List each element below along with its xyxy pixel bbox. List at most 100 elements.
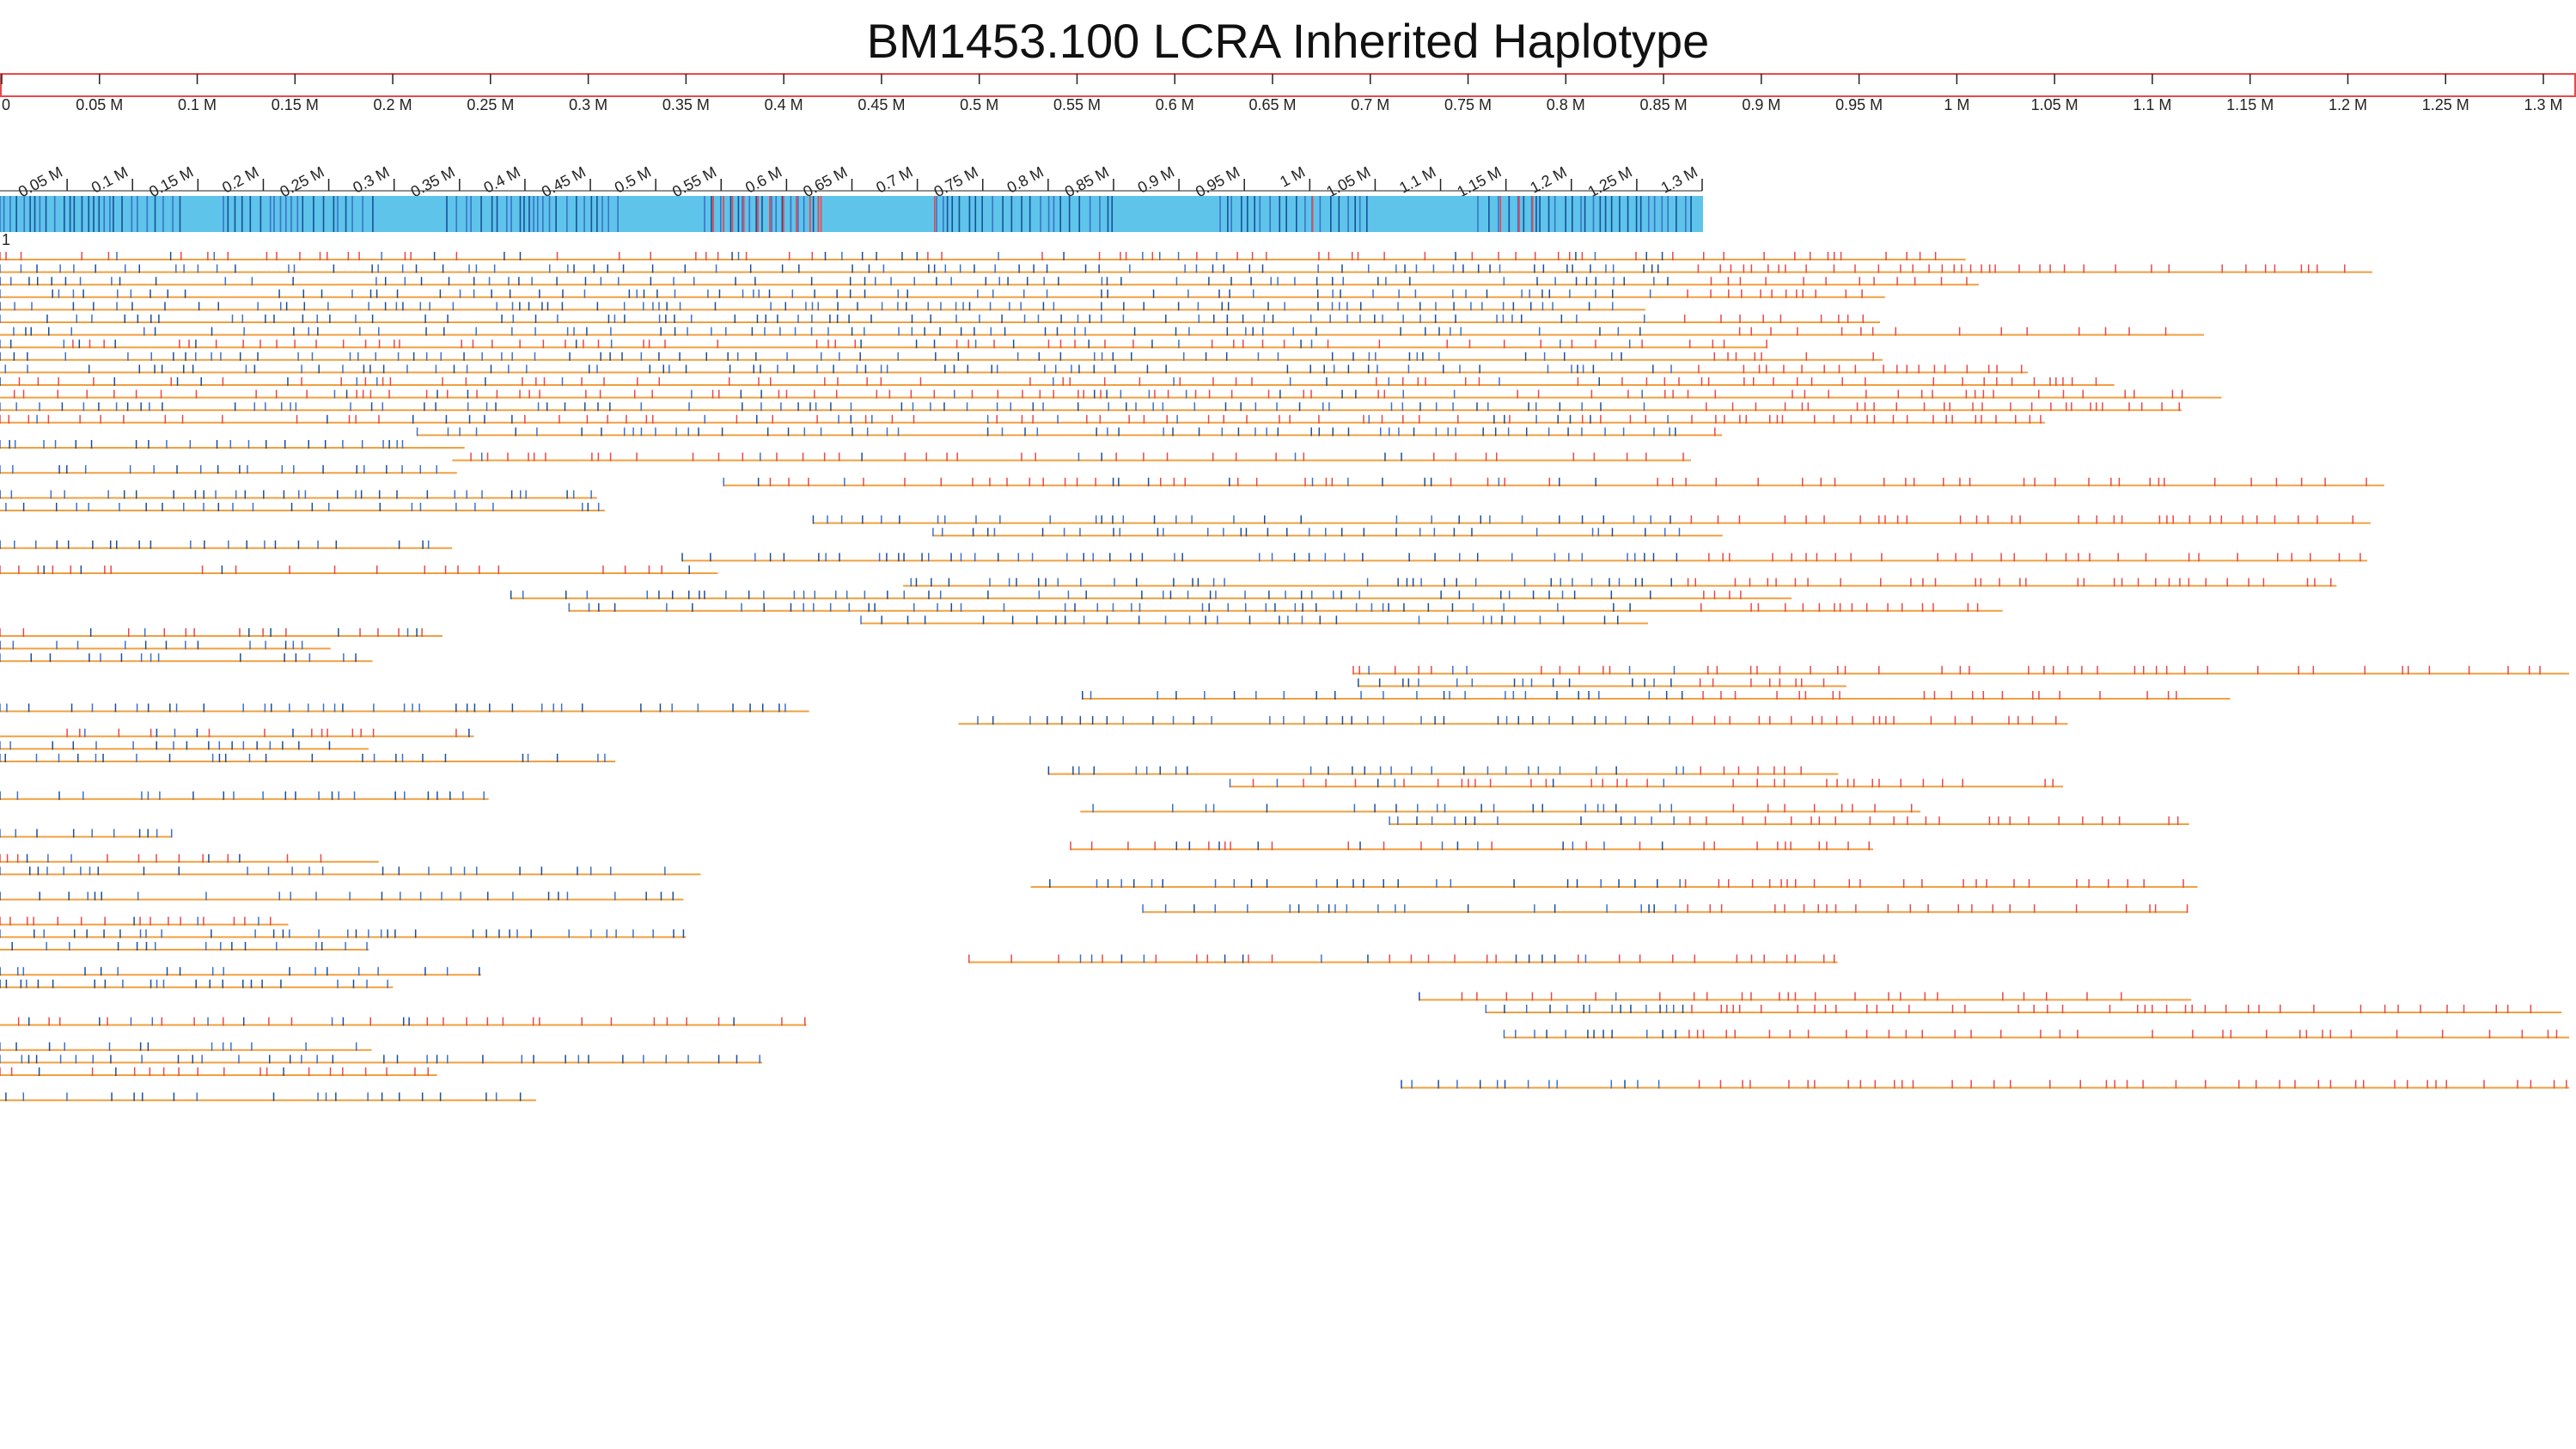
overview-ruler-label: 0.9 M — [1742, 96, 1780, 113]
read-row[interactable] — [1082, 691, 2231, 700]
zoom-ruler-label: 0.2 M — [219, 163, 261, 197]
haplotype-bar[interactable] — [0, 196, 1703, 232]
overview-ruler-label: 1.2 M — [2329, 96, 2367, 113]
read-row[interactable] — [1047, 766, 1839, 775]
overview-ruler-label: 1.25 M — [2422, 96, 2469, 113]
read-row[interactable] — [1401, 1079, 2569, 1089]
overview-ruler[interactable]: 0 0.05 M 0.1 M 0.15 M 0.2 M 0.25 M 0.3 M 0.35 M… — [0, 73, 2576, 113]
read-row[interactable] — [0, 942, 369, 951]
read-row[interactable] — [1419, 992, 2192, 1001]
read-row[interactable] — [0, 402, 2182, 412]
overview-ruler-label: 0.15 M — [272, 96, 319, 113]
read-row[interactable] — [510, 590, 1792, 600]
read-row[interactable] — [0, 703, 809, 712]
read-row[interactable] — [452, 452, 1691, 462]
overview-ruler-label: 0.8 M — [1547, 96, 1585, 113]
zoom-ruler-label: 0.35 M — [408, 163, 458, 200]
read-row[interactable] — [0, 1042, 372, 1051]
read-row[interactable] — [0, 1055, 762, 1064]
read-row[interactable] — [0, 741, 369, 750]
read-row[interactable] — [1485, 1005, 2562, 1013]
read-row[interactable] — [681, 553, 2367, 562]
haplotype-bar-fill[interactable] — [0, 196, 1703, 232]
zoom-ruler-label: 0.45 M — [539, 163, 589, 200]
read-row[interactable] — [0, 540, 453, 549]
read-row[interactable] — [0, 791, 489, 800]
read-row[interactable] — [0, 490, 597, 499]
read-row[interactable] — [0, 440, 465, 449]
read-row[interactable] — [1080, 804, 1921, 813]
read-row[interactable] — [0, 828, 173, 838]
read-row[interactable] — [0, 866, 701, 876]
read-row[interactable] — [416, 427, 1723, 437]
read-row[interactable] — [0, 277, 1979, 286]
read-row[interactable] — [0, 1067, 437, 1076]
overview-ruler-label: 0.4 M — [765, 96, 803, 113]
overview-ruler-label: 1.1 M — [2133, 96, 2171, 113]
read-row[interactable] — [0, 1017, 807, 1026]
read-row[interactable] — [0, 264, 2372, 273]
read-row[interactable] — [0, 289, 1885, 298]
read-row[interactable] — [0, 327, 2205, 336]
read-row[interactable] — [0, 967, 481, 976]
reads-track[interactable] — [0, 252, 2569, 1102]
read-row[interactable] — [1358, 678, 1847, 688]
read-row[interactable] — [0, 465, 457, 474]
read-row[interactable] — [0, 503, 605, 511]
overview-ruler-label: 0.75 M — [1444, 96, 1492, 113]
zoom-ruler-label: 0.6 M — [742, 163, 784, 197]
zoom-ruler-label: 1.2 M — [1527, 163, 1569, 197]
overview-ruler-label: 0.6 M — [1156, 96, 1194, 113]
read-row[interactable] — [1070, 841, 1874, 851]
overview-ruler-label: 0.55 M — [1053, 96, 1101, 113]
read-row[interactable] — [1503, 1030, 2569, 1039]
read-row[interactable] — [568, 602, 2003, 612]
zoom-ruler-label: 0.4 M — [481, 163, 523, 197]
overview-ruler-label: 1 M — [1944, 96, 1969, 113]
read-row[interactable] — [958, 716, 2068, 725]
read-row[interactable] — [0, 653, 373, 663]
overview-ruler-label: 1.05 M — [2031, 96, 2079, 113]
page-title: BM1453.100 LCRA Inherited Haplotype — [866, 14, 1710, 68]
zoom-ruler-label: 1.05 M — [1323, 163, 1373, 200]
read-row[interactable] — [0, 315, 1881, 323]
read-row[interactable] — [0, 339, 1767, 349]
zoom-ruler-label: 0.7 M — [873, 163, 915, 197]
overview-ruler-label: 0.1 M — [178, 96, 217, 113]
read-row[interactable] — [1030, 879, 2198, 888]
read-row[interactable] — [0, 414, 2045, 424]
zoom-ruler-label: 1.15 M — [1455, 163, 1505, 200]
read-row[interactable] — [0, 302, 1645, 311]
read-row[interactable] — [0, 979, 394, 988]
read-row[interactable] — [0, 1092, 536, 1102]
read-row[interactable] — [0, 853, 379, 863]
track-row-label: 1 — [2, 231, 10, 248]
read-row[interactable] — [0, 389, 2222, 399]
read-row[interactable] — [0, 891, 684, 901]
read-row[interactable] — [968, 954, 1838, 963]
read-row[interactable] — [932, 528, 1723, 537]
read-row[interactable] — [723, 477, 2384, 486]
read-row[interactable] — [860, 615, 1649, 625]
read-row[interactable] — [0, 754, 616, 762]
overview-ruler-frame[interactable] — [0, 73, 2576, 97]
read-row[interactable] — [1389, 816, 2189, 825]
zoom-ruler-label: 1.25 M — [1585, 163, 1635, 200]
read-row[interactable] — [1352, 665, 2569, 675]
read-row[interactable] — [0, 916, 289, 926]
read-row[interactable] — [0, 640, 331, 650]
read-row[interactable] — [0, 252, 1966, 260]
zoom-ruler-label: 0.1 M — [89, 163, 131, 197]
read-row[interactable] — [0, 352, 1883, 361]
read-row[interactable] — [0, 929, 687, 938]
read-row[interactable] — [903, 578, 2337, 587]
read-row[interactable] — [0, 377, 2115, 386]
read-row[interactable] — [0, 728, 474, 737]
read-row[interactable] — [0, 628, 443, 637]
read-row[interactable] — [0, 566, 718, 574]
read-row[interactable] — [1229, 779, 2063, 788]
read-row[interactable] — [0, 364, 2029, 374]
read-row[interactable] — [812, 515, 2371, 524]
read-row[interactable] — [1142, 904, 2188, 914]
